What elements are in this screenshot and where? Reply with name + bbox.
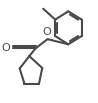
Text: O: O (2, 43, 11, 53)
Text: O: O (43, 27, 51, 37)
